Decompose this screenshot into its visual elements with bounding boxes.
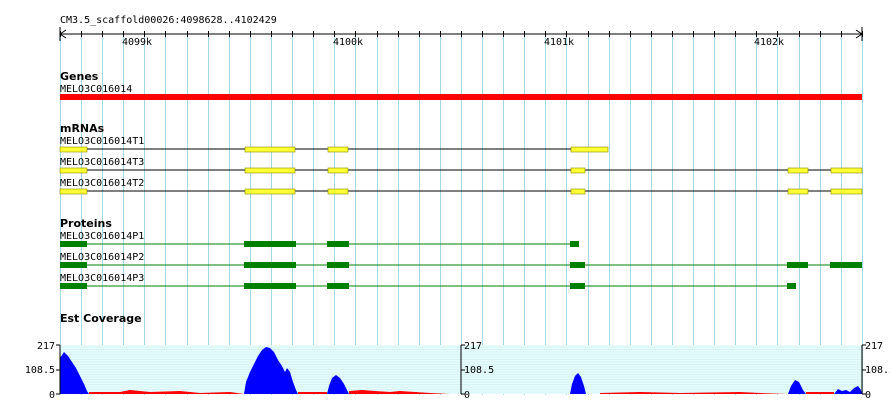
exon-block: [327, 188, 349, 195]
coverage-scale-left: 217 108.5 0: [25, 341, 61, 400]
exon-block: [570, 188, 586, 195]
protein-block: [244, 262, 296, 268]
ruler-minor-ticks: [60, 31, 863, 37]
protein-block: [327, 241, 349, 247]
coverage-peak: [788, 380, 806, 394]
ruler-label: CM3.5_scaffold00026:4098628..4102429: [60, 15, 277, 26]
ruler: CM3.5_scaffold00026:4098628..4102429 409…: [59, 15, 863, 48]
coverage-peak: [60, 352, 89, 394]
grid-lines: [60, 36, 863, 395]
protein-block: [244, 241, 296, 247]
mrnas-track-title: mRNAs: [60, 122, 105, 135]
coverage-peak: [327, 375, 349, 394]
exon-block: [570, 146, 609, 153]
coverage-scale-right: 217 108.5 0: [861, 341, 890, 400]
protein-block: [244, 283, 296, 289]
est-coverage-track-title: Est Coverage: [60, 312, 142, 325]
exon-block: [59, 146, 88, 153]
coverage-peak: [834, 386, 862, 394]
scale-label: 0: [865, 390, 871, 400]
ruler-tick-label: 4100k: [333, 37, 363, 48]
mrna-feature[interactable]: [59, 188, 863, 195]
ruler-tick-label: 4102k: [754, 37, 784, 48]
mrnas-track: mRNAs MELO3C016014T1 MELO3C016014T3 MELO…: [59, 122, 863, 195]
mrna-label: MELO3C016014T3: [60, 157, 144, 168]
scale-label: 108.5: [25, 365, 55, 376]
proteins-track-title: Proteins: [60, 217, 112, 230]
coverage-scale-middle: 217 108.5 0: [460, 341, 494, 400]
scale-label: 217: [37, 341, 55, 352]
protein-block: [830, 262, 862, 268]
low-coverage-segment: [349, 390, 450, 394]
protein-block: [570, 262, 585, 268]
mrna-feature[interactable]: [59, 167, 863, 174]
exon-block: [244, 188, 296, 195]
genes-track-title: Genes: [60, 70, 99, 83]
protein-block: [327, 262, 349, 268]
protein-feature[interactable]: [60, 283, 796, 289]
protein-block: [787, 262, 808, 268]
low-coverage-segment: [806, 392, 834, 394]
scale-label: 108.5: [865, 365, 890, 376]
exon-block: [327, 146, 349, 153]
protein-label: MELO3C016014P3: [60, 273, 144, 284]
scale-label: 217: [865, 341, 883, 352]
exon-block: [59, 188, 88, 195]
mrna-label: MELO3C016014T1: [60, 136, 144, 147]
exon-block: [830, 188, 863, 195]
coverage-peak: [244, 347, 298, 394]
mrna-label: MELO3C016014T2: [60, 178, 144, 189]
scale-label: 217: [464, 341, 482, 352]
protein-block: [570, 283, 585, 289]
protein-block: [60, 262, 87, 268]
est-coverage-track: Est Coverage 217 108.5 0: [25, 312, 890, 400]
exon-block: [787, 188, 809, 195]
protein-feature[interactable]: [60, 241, 579, 247]
exon-block: [830, 167, 863, 174]
protein-label: MELO3C016014P1: [60, 231, 144, 242]
protein-label: MELO3C016014P2: [60, 252, 144, 263]
exon-block: [787, 167, 809, 174]
protein-block: [60, 241, 87, 247]
protein-feature[interactable]: [60, 262, 862, 268]
protein-block: [327, 283, 349, 289]
scale-label: 0: [464, 390, 470, 400]
low-coverage-segment: [600, 392, 788, 394]
protein-block: [570, 241, 579, 247]
exon-block: [327, 167, 349, 174]
mrna-feature[interactable]: [59, 146, 609, 153]
scale-label: 0: [49, 390, 55, 400]
gene-feature[interactable]: [60, 94, 862, 100]
low-coverage-segment: [298, 392, 327, 394]
gene-label: MELO3C016014: [60, 84, 132, 95]
scale-label: 108.5: [464, 365, 494, 376]
exon-block: [244, 167, 296, 174]
coverage-graph[interactable]: [60, 347, 862, 394]
low-coverage-segment: [89, 390, 244, 394]
coverage-peak: [570, 373, 586, 394]
protein-block: [60, 283, 87, 289]
genes-track: Genes MELO3C016014: [60, 70, 862, 100]
proteins-track: Proteins MELO3C016014P1 MELO3C016014P2 M…: [60, 217, 862, 289]
protein-block: [787, 283, 796, 289]
exon-block: [59, 167, 88, 174]
ruler-tick-label: 4101k: [544, 37, 574, 48]
exon-block: [244, 146, 296, 153]
exon-block: [570, 167, 586, 174]
ruler-tick-label: 4099k: [122, 37, 152, 48]
